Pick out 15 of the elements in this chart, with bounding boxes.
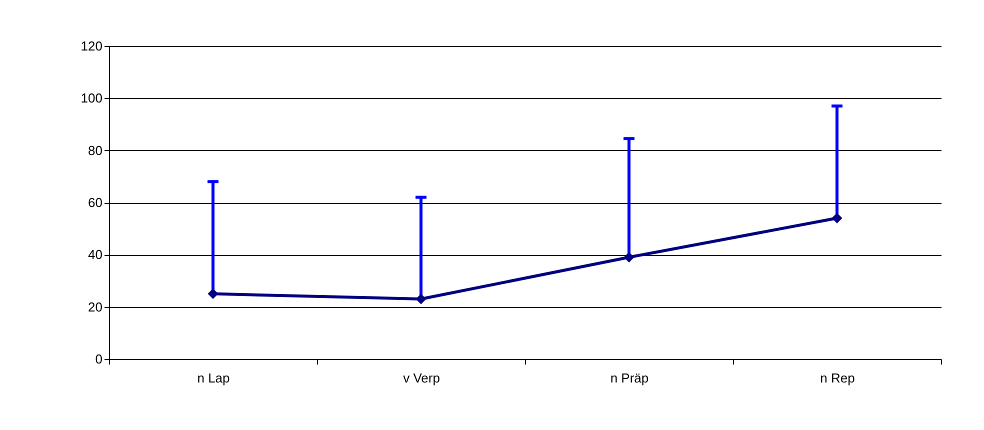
y-tick-label: 60 xyxy=(88,195,102,210)
y-tick-label: 20 xyxy=(88,299,102,314)
x-tick-label: n Präp xyxy=(610,370,649,386)
point xyxy=(208,288,218,300)
y-tick-label: 120 xyxy=(80,38,102,54)
y-tick-label: 40 xyxy=(88,247,102,262)
y-tick-label: 100 xyxy=(80,90,102,106)
y-tick-label: 80 xyxy=(88,142,102,158)
y-tick-label: 0 xyxy=(95,352,102,366)
point xyxy=(832,212,842,224)
point xyxy=(416,294,426,304)
x-tick-label: n Lap xyxy=(197,370,230,386)
x-tick-label: n Rep xyxy=(820,370,855,386)
x-tick-label: v Verp xyxy=(403,370,440,386)
point xyxy=(624,252,634,263)
